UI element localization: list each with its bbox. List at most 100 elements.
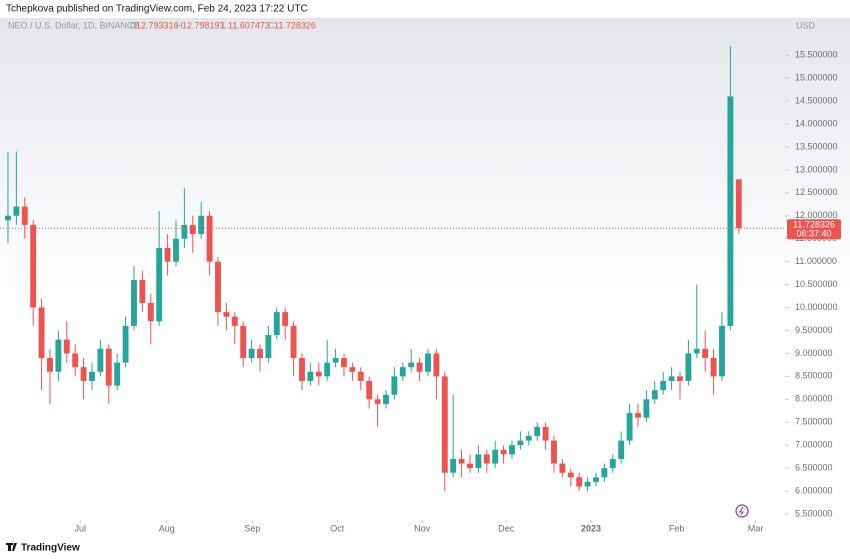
price-tag-countdown: 06:37:40 — [796, 229, 831, 239]
candle-body — [534, 426, 541, 437]
y-tick-label: 7.000000 — [795, 440, 833, 450]
candle — [189, 215, 196, 253]
candle — [593, 472, 599, 487]
candle — [164, 234, 171, 276]
candle — [55, 330, 62, 381]
candle-body — [576, 477, 583, 487]
candle — [240, 321, 247, 368]
candle — [685, 339, 692, 386]
candle-body — [719, 325, 725, 377]
candle-body — [105, 348, 112, 386]
candle-body — [702, 348, 709, 359]
x-tick-label: Dec — [498, 523, 515, 533]
y-tick-label: 13.500000 — [795, 141, 838, 151]
candle-body — [383, 394, 389, 404]
candle — [693, 284, 700, 359]
candle — [349, 362, 356, 381]
candle-body — [668, 376, 675, 381]
candle — [668, 367, 675, 391]
ohlc-value: 11.728326 — [274, 20, 316, 30]
y-tick-label: 15.500000 — [795, 50, 838, 60]
candle-body — [618, 440, 625, 459]
candle — [618, 431, 625, 464]
candle — [643, 390, 650, 423]
candle-body — [441, 376, 448, 473]
y-tick-label: 8.000000 — [795, 394, 833, 404]
y-tick-label: 5.500000 — [795, 508, 833, 518]
candle — [198, 202, 205, 239]
candle — [72, 344, 79, 377]
candle — [290, 321, 297, 377]
candle — [366, 376, 373, 409]
candle-body — [240, 325, 247, 359]
y-tick-label: 14.500000 — [795, 95, 838, 105]
candle — [332, 348, 339, 368]
candle — [475, 445, 482, 473]
candle — [122, 316, 129, 368]
candle-body — [131, 280, 137, 326]
candle — [651, 380, 658, 404]
candle-body — [525, 436, 532, 441]
candle — [105, 344, 112, 404]
candle-body — [366, 380, 373, 400]
chart-title: NEO / U.S. Dollar, 1D, BINANCE — [8, 20, 140, 30]
candle — [517, 431, 524, 450]
candle-body — [97, 348, 104, 372]
candle-body — [114, 362, 121, 386]
price-tag — [787, 219, 841, 240]
candle-body — [425, 353, 431, 372]
candle-body — [710, 358, 717, 377]
x-tick-label: Jul — [74, 523, 86, 533]
candle — [609, 454, 616, 473]
candle-body — [475, 454, 482, 469]
candle-body — [139, 280, 146, 303]
candle — [399, 362, 406, 381]
candle-body — [416, 362, 423, 372]
candle — [467, 454, 473, 473]
y-tick-label: 12.000000 — [795, 210, 838, 220]
candle-body — [215, 261, 221, 313]
candle-body — [567, 472, 574, 478]
ohlc-prefix: L — [222, 20, 227, 30]
candle-body — [374, 399, 381, 404]
candle-body — [248, 348, 255, 359]
candle — [215, 257, 221, 326]
candle-body — [21, 206, 28, 225]
candle-body — [324, 362, 331, 377]
candle-body — [206, 215, 213, 262]
candle — [727, 45, 734, 331]
candle-body — [450, 458, 457, 473]
ohlc-prefix: O — [130, 20, 137, 30]
candle — [131, 266, 137, 331]
candle-body — [231, 316, 238, 326]
candle-body — [626, 413, 633, 441]
x-tick-label: 2023 — [581, 523, 601, 533]
candle-body — [727, 96, 734, 326]
candle — [282, 307, 289, 340]
ohlc-prefix: C — [268, 20, 275, 30]
candle — [576, 472, 583, 492]
candle-body — [483, 454, 490, 464]
candle-body — [542, 426, 549, 441]
candle-body — [307, 371, 314, 381]
candle-body — [80, 367, 87, 381]
candle — [702, 330, 709, 372]
candle-body — [735, 179, 742, 229]
candle — [542, 422, 549, 450]
candle — [315, 362, 322, 386]
candle — [626, 403, 633, 446]
candle-body — [660, 380, 667, 391]
price-tag-value: 11.728326 — [793, 220, 835, 230]
candle — [114, 353, 121, 391]
candle-body — [399, 367, 406, 377]
candle-body — [651, 390, 658, 400]
candle — [63, 321, 70, 363]
candle-body — [559, 463, 566, 473]
candle — [273, 307, 280, 340]
ohlc-value: 11.607473 — [228, 20, 270, 30]
y-tick-label: 10.500000 — [795, 279, 838, 289]
plot-background — [0, 18, 850, 520]
candle-body — [315, 371, 322, 377]
candle — [735, 179, 742, 234]
